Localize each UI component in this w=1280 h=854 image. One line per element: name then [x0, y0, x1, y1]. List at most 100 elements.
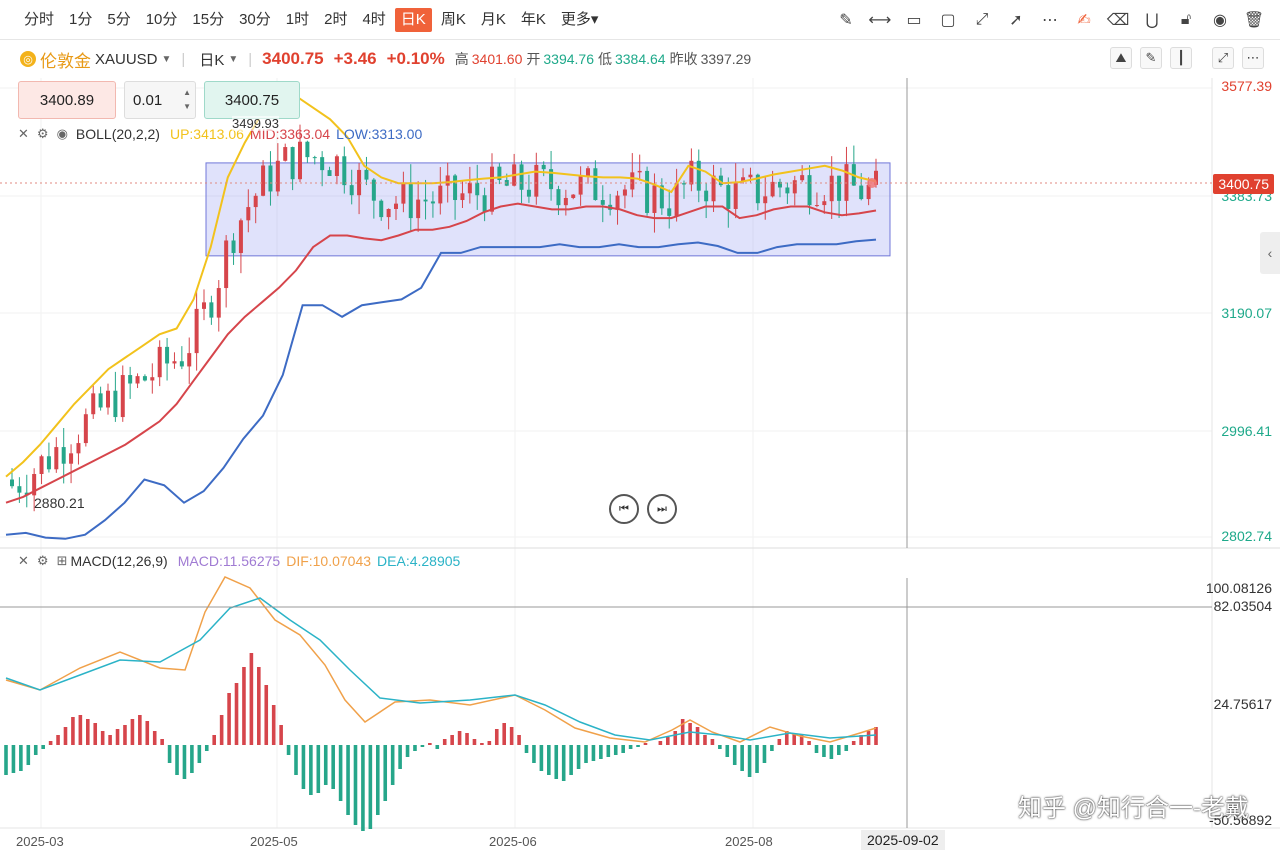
- symbol-code[interactable]: XAUUSD: [95, 50, 158, 68]
- candle-body: [800, 175, 805, 181]
- arrow-icon[interactable]: ➚: [1009, 12, 1023, 29]
- period-tab[interactable]: 5分: [107, 11, 131, 28]
- last-price: 3400.75: [262, 49, 324, 68]
- prev-close-value: 3397.29: [700, 51, 752, 67]
- period-tab[interactable]: 30分: [239, 11, 271, 28]
- skip-forward-icon[interactable]: ⏭: [647, 494, 677, 524]
- stepper-arrows-icon[interactable]: ▲ ▼: [183, 88, 191, 111]
- close-icon[interactable]: ✕: [18, 553, 29, 568]
- candle-body: [142, 376, 147, 381]
- price-change: +3.46: [333, 49, 377, 68]
- candle-body: [770, 181, 775, 197]
- more-settings-icon[interactable]: ⋯: [1242, 47, 1264, 69]
- macd-bar: [257, 667, 261, 745]
- period-tab[interactable]: 年K: [520, 11, 546, 28]
- period-tab[interactable]: 分时: [24, 11, 55, 28]
- period-tab[interactable]: 1分: [69, 11, 93, 28]
- quantity-value[interactable]: 0.01: [133, 91, 163, 109]
- symbol-dropdown-icon[interactable]: ▼: [161, 53, 172, 65]
- sell-price-button[interactable]: 3400.89: [18, 81, 116, 119]
- macd-bar: [509, 727, 514, 745]
- macd-bar: [301, 745, 306, 789]
- candle-body: [711, 175, 716, 202]
- macd-bar: [599, 745, 603, 759]
- macd-bar: [413, 745, 417, 751]
- interval-select[interactable]: 日K: [199, 51, 225, 69]
- macd-bar: [242, 667, 246, 745]
- more-dots-icon[interactable]: ⋯: [1042, 12, 1058, 29]
- candle-body: [342, 156, 347, 186]
- candle-body: [135, 376, 140, 384]
- period-tab[interactable]: 15分: [192, 11, 225, 28]
- period-tab[interactable]: 更多▾: [560, 11, 599, 28]
- symbol-name[interactable]: 伦敦金: [40, 51, 91, 71]
- open-value: 3394.76: [543, 51, 594, 67]
- period-tab[interactable]: 周K: [440, 11, 466, 28]
- magnet-icon[interactable]: ⋃: [1145, 12, 1159, 29]
- candle-body: [778, 181, 782, 188]
- period-tab[interactable]: 4时: [362, 11, 386, 28]
- buy-price-button[interactable]: 3400.75: [204, 81, 300, 119]
- macd-bar: [279, 725, 283, 745]
- comment-icon[interactable]: ▢: [940, 12, 956, 29]
- period-tab[interactable]: 1时: [285, 11, 310, 28]
- macd-bar: [770, 745, 774, 751]
- close-icon[interactable]: ✕: [18, 126, 29, 141]
- macd-bar: [725, 745, 730, 757]
- candlestick-series: [10, 124, 878, 512]
- eraser-icon[interactable]: ⌫: [1106, 12, 1130, 29]
- fullscreen-icon[interactable]: ⤢: [1212, 47, 1234, 69]
- candle-body: [98, 393, 103, 408]
- candle-body: [807, 175, 812, 206]
- macd-bar: [323, 745, 328, 785]
- boll-name: BOLL(20,2,2): [75, 126, 160, 142]
- macd-bar: [591, 745, 596, 761]
- lock-icon[interactable]: 🔓︎: [1180, 11, 1192, 28]
- period-tab[interactable]: 月K: [480, 11, 506, 28]
- candle-body: [844, 164, 849, 201]
- pen-icon[interactable]: ✎: [839, 12, 853, 29]
- settings-icon[interactable]: ⚙: [36, 553, 49, 568]
- draw-settings-icon[interactable]: ✎: [1140, 47, 1162, 69]
- macd-bar: [457, 731, 462, 745]
- candle-body: [327, 170, 332, 176]
- quantity-stepper[interactable]: 0.01 ▲ ▼: [124, 81, 196, 119]
- interval-dropdown-icon[interactable]: ▼: [228, 53, 239, 65]
- gold-logo-icon: ◎: [20, 51, 36, 67]
- chart-style-icon[interactable]: ⛰: [1110, 47, 1132, 69]
- macd-bar: [249, 653, 254, 745]
- rectangle-icon[interactable]: ▭: [906, 12, 922, 29]
- candle-body: [586, 168, 590, 176]
- horizontal-line-icon[interactable]: ⟷: [868, 12, 892, 29]
- symbol-info-bar: ◎ 伦敦金 XAUUSD ▼ | 日K ▼ | 3400.75 +3.46 +0…: [0, 44, 1280, 74]
- candle-type-icon[interactable]: ┃: [1170, 47, 1192, 69]
- macd-bar: [487, 741, 492, 745]
- macd-bar: [636, 745, 640, 747]
- collapse-panel-icon[interactable]: ‹: [1260, 232, 1280, 274]
- macd-bar: [829, 745, 834, 759]
- ray-line-icon[interactable]: ⤢: [975, 11, 989, 28]
- candle-body: [357, 169, 362, 196]
- period-tab[interactable]: 2时: [324, 11, 348, 28]
- macd-bar: [212, 735, 217, 745]
- settings-icon[interactable]: ⚙: [36, 126, 49, 141]
- trash-icon[interactable]: 🗑︎: [1243, 12, 1265, 29]
- macd-bar: [807, 741, 811, 745]
- candle-body: [785, 187, 790, 194]
- dea-line: [5, 597, 877, 741]
- expand-icon[interactable]: ⊞: [56, 553, 68, 568]
- macd-bar: [227, 693, 231, 745]
- visibility-icon[interactable]: ◉: [56, 126, 68, 141]
- eye-icon[interactable]: ◉: [1213, 12, 1227, 29]
- macd-axis-crosshair: 82.03504: [1213, 598, 1272, 614]
- skip-back-icon[interactable]: ⏮: [609, 494, 639, 524]
- candle-body: [733, 181, 738, 209]
- macd-bar: [264, 685, 269, 745]
- candle-body: [394, 203, 398, 209]
- edit-icon[interactable]: ✍: [1077, 12, 1091, 29]
- period-tab[interactable]: 日K: [394, 8, 432, 32]
- macd-bar: [844, 745, 849, 751]
- period-tab[interactable]: 10分: [145, 11, 178, 28]
- macd-bar: [613, 745, 618, 755]
